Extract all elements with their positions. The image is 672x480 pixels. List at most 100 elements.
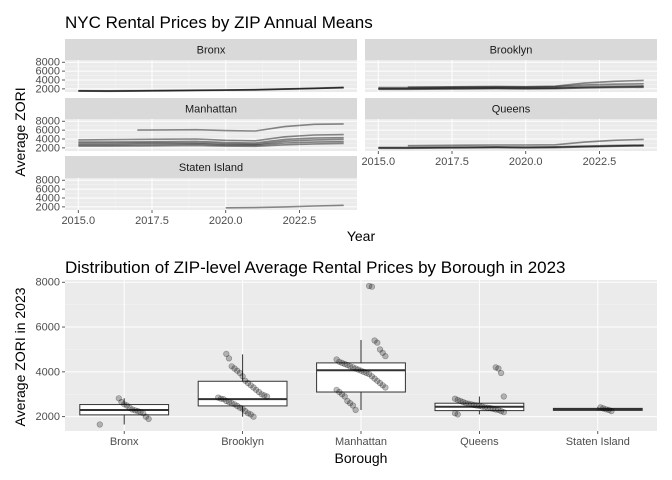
y-tick-label: 6000 [36, 125, 60, 137]
data-point-queens [484, 404, 491, 411]
series-line-manhattan-5 [78, 140, 344, 147]
facet-plot-background-bronx [65, 60, 357, 92]
data-point-brooklyn [239, 373, 246, 380]
data-point-brooklyn [236, 369, 243, 377]
y-tick-label: 2000 [36, 201, 60, 213]
data-point-manhattan [347, 363, 354, 370]
data-point-manhattan [376, 346, 384, 353]
points-staten-island [597, 404, 615, 415]
box-y-tick-label: 6000 [36, 322, 60, 334]
data-point-staten-island [605, 406, 612, 414]
data-point-brooklyn [217, 395, 224, 402]
series-line-bronx-2 [78, 86, 344, 92]
data-point-manhattan [341, 360, 348, 368]
facet-strip-label-brooklyn: Brooklyn [490, 45, 533, 57]
data-point-queens [454, 411, 461, 418]
x-tick-label: 2022.5 [283, 215, 317, 227]
series-line-manhattan-2 [78, 133, 344, 142]
y-tick-label: 4000 [36, 75, 60, 87]
data-point-brooklyn [215, 394, 222, 401]
data-point-brooklyn [261, 392, 268, 399]
data-point-brooklyn [250, 413, 257, 420]
data-point-brooklyn [239, 405, 246, 412]
data-point-manhattan [363, 369, 370, 377]
facet-plot-background-brooklyn [365, 60, 657, 92]
line-chart-x-axis-title: Year [347, 228, 376, 244]
data-point-queens [495, 406, 502, 414]
series-line-brooklyn-4 [407, 79, 644, 88]
box-x-tick-label-bronx: Bronx [110, 436, 139, 448]
box-chart-y-axis-title: Average ZORI in 2023 [12, 287, 28, 426]
data-point-queens [465, 400, 472, 407]
data-point-brooklyn [231, 365, 238, 372]
line-chart-title: NYC Rental Prices by ZIP Annual Means [65, 13, 373, 32]
data-point-manhattan [349, 402, 357, 409]
facet-plot-background-queens [365, 119, 657, 151]
y-tick-label: 2000 [36, 83, 60, 95]
series-line-manhattan-6 [78, 142, 344, 148]
data-point-queens [495, 365, 502, 372]
data-point-manhattan [374, 339, 381, 346]
data-point-bronx [142, 413, 149, 420]
x-tick-label: 2015.0 [61, 215, 95, 227]
box-staten-island [552, 407, 643, 412]
data-point-manhattan [347, 400, 354, 407]
series-line-queens-2 [378, 144, 644, 149]
data-point-manhattan [352, 365, 359, 372]
data-point-brooklyn [234, 402, 241, 410]
data-point-queens [500, 409, 507, 416]
x-tick-label: 2017.5 [135, 215, 169, 227]
data-point-staten-island [602, 406, 610, 413]
data-point-manhattan [336, 358, 343, 365]
data-point-bronx [118, 399, 125, 406]
data-point-manhattan [366, 282, 373, 290]
data-point-brooklyn [244, 410, 252, 417]
box-y-tick-label: 2000 [36, 411, 60, 423]
data-point-brooklyn [255, 388, 263, 396]
facet-strip-label-manhattan: Manhattan [185, 104, 237, 116]
data-point-brooklyn [263, 393, 271, 400]
data-point-manhattan [344, 362, 351, 369]
data-point-bronx [137, 409, 144, 416]
data-point-manhattan [360, 368, 367, 376]
series-line-brooklyn-3 [378, 85, 644, 90]
data-point-manhattan [371, 337, 378, 344]
points-queens [451, 364, 507, 418]
data-point-queens [487, 405, 494, 412]
data-point-bronx [145, 415, 152, 423]
data-point-brooklyn [236, 404, 243, 411]
box-x-tick-label-manhattan: Manhattan [335, 436, 387, 448]
data-point-brooklyn [225, 399, 233, 406]
x-tick-label: 2022.5 [583, 156, 617, 168]
series-line-brooklyn-5 [378, 86, 644, 91]
data-point-queens [500, 393, 507, 400]
y-tick-label: 8000 [36, 116, 60, 128]
data-point-bronx [123, 402, 130, 409]
data-point-manhattan [371, 375, 378, 382]
data-point-queens [479, 403, 486, 410]
data-point-manhattan [338, 359, 346, 367]
y-tick-label: 2000 [36, 142, 60, 154]
data-point-bronx [96, 421, 103, 428]
box-chart-title: Distribution of ZIP-level Average Rental… [65, 258, 566, 277]
data-point-manhattan [357, 367, 365, 374]
box-x-tick-label-staten-island: Staten Island [566, 436, 630, 448]
points-manhattan [333, 282, 389, 414]
data-point-brooklyn [223, 397, 230, 405]
series-line-brooklyn-1 [378, 83, 644, 89]
data-point-bronx [115, 395, 122, 402]
data-point-bronx [126, 404, 133, 411]
data-point-brooklyn [225, 355, 233, 362]
data-point-brooklyn [242, 408, 249, 415]
data-point-queens [481, 404, 488, 411]
data-point-queens [492, 406, 499, 413]
data-point-manhattan [349, 364, 357, 371]
facet-strip-queens [365, 98, 657, 119]
data-point-manhattan [338, 391, 346, 398]
series-line-staten-island-1 [225, 204, 344, 209]
data-point-staten-island [600, 405, 607, 412]
y-tick-label: 4000 [36, 134, 60, 146]
facet-strip-manhattan [65, 98, 357, 119]
data-point-manhattan [382, 353, 389, 360]
